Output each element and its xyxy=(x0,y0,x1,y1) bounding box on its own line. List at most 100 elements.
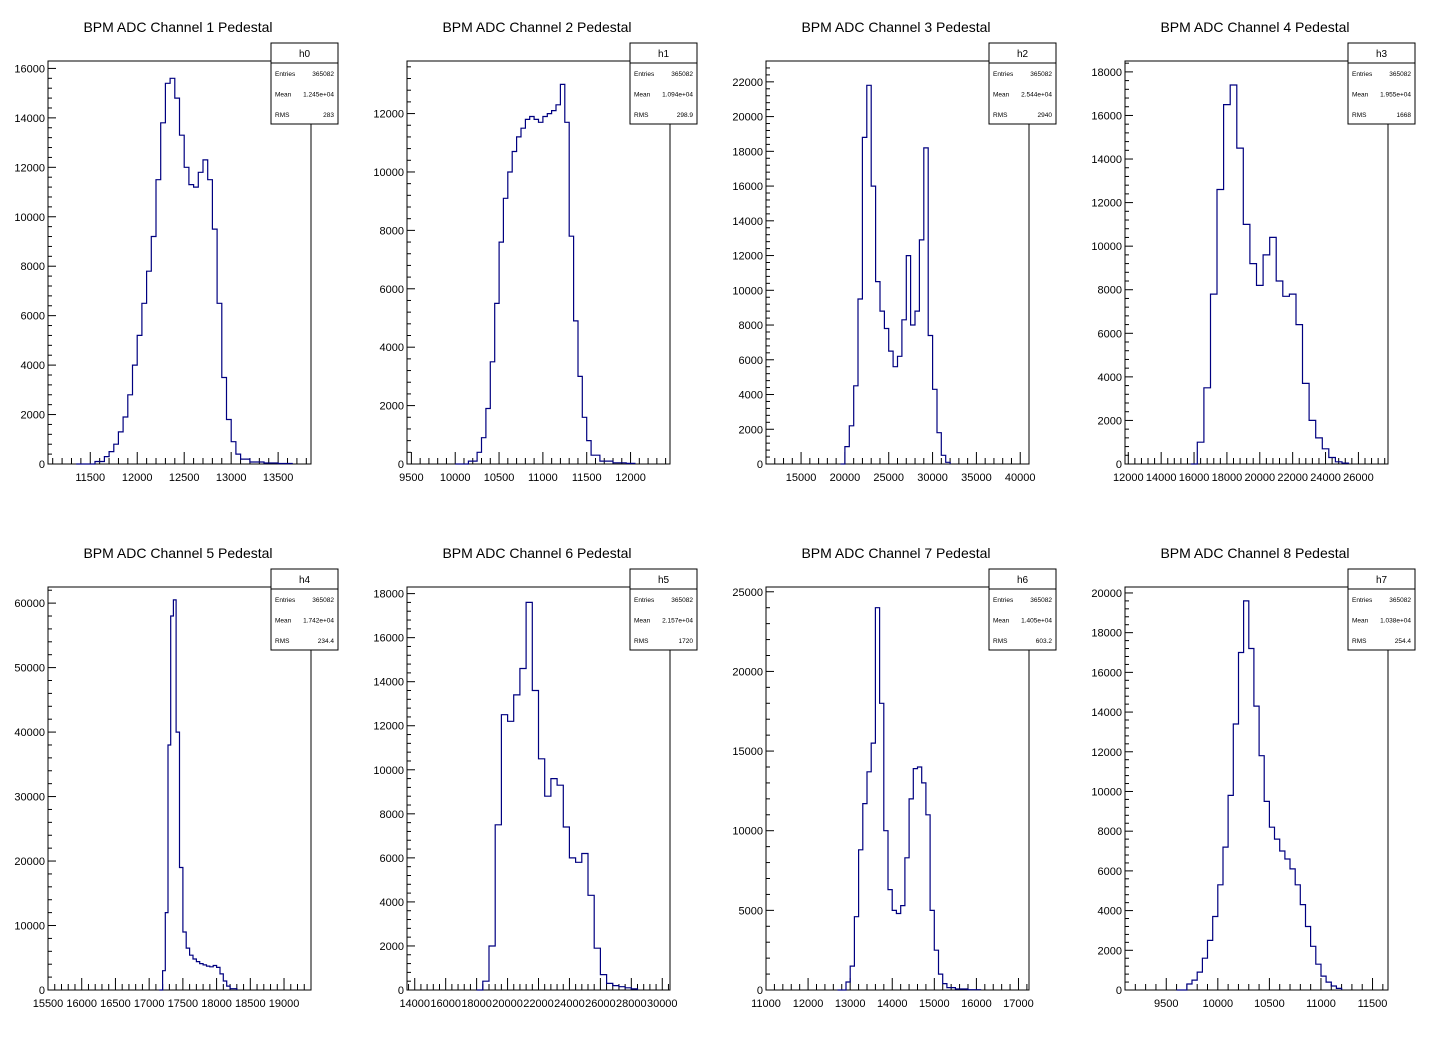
stats-value: 365082 xyxy=(1030,597,1052,604)
y-tick-label: 0 xyxy=(398,459,404,471)
x-tick-label: 15500 xyxy=(33,998,64,1010)
x-tick-label: 18500 xyxy=(235,998,266,1010)
stats-label: Mean xyxy=(1352,92,1369,99)
y-tick-label: 15000 xyxy=(732,746,763,758)
x-tick-label: 14000 xyxy=(399,998,430,1010)
y-tick-label: 12000 xyxy=(732,251,763,263)
x-tick-label: 16000 xyxy=(430,998,461,1010)
y-tick-label: 18000 xyxy=(1091,628,1122,640)
y-tick-label: 14000 xyxy=(732,216,763,228)
x-tick-label: 16500 xyxy=(100,998,131,1010)
y-tick-label: 60000 xyxy=(14,598,45,610)
x-tick-label: 12000 xyxy=(615,472,646,484)
y-tick-label: 40000 xyxy=(14,727,45,739)
x-tick-label: 26000 xyxy=(585,998,616,1010)
stats-label: RMS xyxy=(634,112,649,119)
y-tick-label: 10000 xyxy=(732,285,763,297)
stats-histogram-name: h0 xyxy=(299,49,311,60)
y-tick-label: 20000 xyxy=(14,856,45,868)
histogram-panel-8: BPM ADC Channel 8 Pedestal 9500 10000 10500… xyxy=(1091,545,1416,1010)
stats-label: Mean xyxy=(634,618,651,625)
histogram-series xyxy=(476,601,639,991)
y-tick-label: 8000 xyxy=(380,225,404,237)
x-tick-label: 17000 xyxy=(1003,998,1034,1010)
y-tick-label: 10000 xyxy=(14,212,45,224)
chart-title: BPM ADC Channel 2 Pedestal xyxy=(442,19,631,35)
x-tick-label: 13000 xyxy=(216,472,247,484)
chart-title: BPM ADC Channel 5 Pedestal xyxy=(83,545,272,561)
x-tick-label: 24000 xyxy=(1310,472,1341,484)
y-tick-label: 16000 xyxy=(1091,667,1122,679)
y-tick-label: 12000 xyxy=(14,162,45,174)
x-tick-label: 22000 xyxy=(523,998,554,1010)
y-tick-label: 16000 xyxy=(1091,110,1122,122)
histogram-series xyxy=(76,77,293,465)
plot-frame xyxy=(406,60,671,465)
stats-value: 365082 xyxy=(1389,597,1411,604)
y-tick-label: 10000 xyxy=(1091,241,1122,253)
stats-histogram-name: h3 xyxy=(1376,49,1388,60)
stats-value: 365082 xyxy=(312,71,334,78)
y-tick-label: 2000 xyxy=(21,410,45,422)
y-tick-label: 30000 xyxy=(14,792,45,804)
stats-value: 1720 xyxy=(679,638,694,645)
y-tick-label: 16000 xyxy=(373,633,404,645)
x-tick-label: 28000 xyxy=(616,998,647,1010)
x-tick-label: 13500 xyxy=(263,472,294,484)
y-tick-label: 18000 xyxy=(732,146,763,158)
y-tick-label: 25000 xyxy=(732,587,763,599)
x-tick-label: 15000 xyxy=(919,998,950,1010)
y-tick-label: 14000 xyxy=(373,677,404,689)
y-tick-label: 12000 xyxy=(1091,198,1122,210)
y-tick-label: 0 xyxy=(39,985,45,997)
x-tick-label: 10500 xyxy=(1254,998,1285,1010)
stats-box-frame xyxy=(988,42,1057,125)
x-tick-label: 16000 xyxy=(961,998,992,1010)
x-tick-label: 11000 xyxy=(528,472,558,484)
y-tick-label: 8000 xyxy=(739,320,763,332)
histogram-panel-2: BPM ADC Channel 2 Pedestal 9500 10000 10500… xyxy=(373,19,698,484)
y-tick-label: 4000 xyxy=(1098,906,1122,918)
x-tick-label: 9500 xyxy=(399,472,423,484)
y-tick-label: 0 xyxy=(1116,985,1122,997)
x-tick-label: 17000 xyxy=(134,998,165,1010)
stats-value: 2.157e+04 xyxy=(662,618,693,625)
stats-value: 283 xyxy=(323,112,334,119)
y-tick-label: 16000 xyxy=(14,63,45,75)
y-tick-label: 20000 xyxy=(732,666,763,678)
stats-label: Entries xyxy=(275,597,296,604)
stats-label: Mean xyxy=(275,92,292,99)
stats-label: Entries xyxy=(1352,71,1373,78)
stats-box-frame xyxy=(1347,568,1416,651)
stats-box-frame xyxy=(270,568,339,651)
x-tick-label: 18000 xyxy=(201,998,232,1010)
y-tick-label: 6000 xyxy=(380,284,404,296)
y-tick-label: 8000 xyxy=(1098,826,1122,838)
stats-histogram-name: h7 xyxy=(1376,575,1388,586)
stats-box-frame xyxy=(629,42,698,125)
histogram-panel-1: BPM ADC Channel 1 Pedestal 11500 12000 1250… xyxy=(14,19,339,484)
x-tick-label: 20000 xyxy=(1244,472,1275,484)
plot-frame xyxy=(765,586,1030,991)
stats-box: h2 Entries 365082 Mean 2.544e+04 RMS 2940 xyxy=(988,42,1057,125)
y-tick-label: 4000 xyxy=(1098,372,1122,384)
y-tick-label: 12000 xyxy=(1091,747,1122,759)
y-tick-label: 6000 xyxy=(21,311,45,323)
stats-value: 365082 xyxy=(1030,71,1052,78)
y-tick-label: 50000 xyxy=(14,663,45,675)
y-tick-label: 20000 xyxy=(1091,588,1122,600)
y-tick-label: 18000 xyxy=(373,589,404,601)
stats-value: 1.245e+04 xyxy=(303,92,334,99)
histogram-series xyxy=(1176,600,1343,991)
y-tick-label: 0 xyxy=(1116,459,1122,471)
y-tick-label: 16000 xyxy=(732,181,763,193)
y-tick-label: 0 xyxy=(39,459,45,471)
chart-title: BPM ADC Channel 7 Pedestal xyxy=(801,545,990,561)
stats-box-frame xyxy=(988,568,1057,651)
y-tick-label: 6000 xyxy=(380,853,404,865)
stats-box-frame xyxy=(1347,42,1416,125)
y-tick-label: 4000 xyxy=(21,360,45,372)
y-tick-label: 2000 xyxy=(1098,945,1122,957)
stats-box: h3 Entries 365082 Mean 1.955e+04 RMS 1668 xyxy=(1347,42,1416,125)
stats-label: RMS xyxy=(275,112,290,119)
